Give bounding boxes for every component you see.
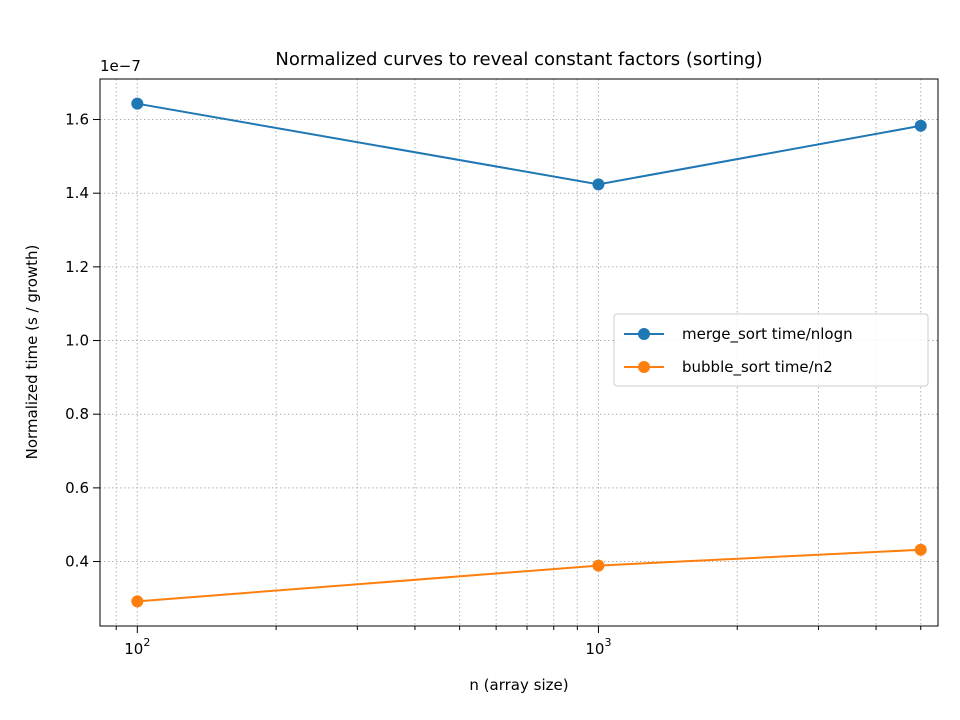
y-offset-label: 1e−7 (100, 57, 141, 75)
x-tick-label-base: 10 (124, 640, 143, 658)
x-tick-label: 102 (124, 636, 150, 658)
y-tick-label: 0.6 (65, 479, 89, 497)
data-point (592, 559, 605, 572)
x-tick-label-exponent: 3 (604, 636, 611, 649)
legend-box (613, 313, 929, 387)
data-point (592, 178, 605, 191)
legend-marker (638, 361, 650, 373)
legend-entry: bubble_sort time/n2 (682, 358, 833, 377)
x-tick-label-exponent: 2 (143, 636, 150, 649)
y-axis-label: Normalized time (s / growth) (23, 245, 41, 460)
data-point (131, 595, 144, 608)
series-layer (131, 97, 927, 608)
y-tick-label: 0.4 (65, 553, 89, 571)
y-tick-label: 1.0 (65, 332, 89, 350)
y-tick-label: 1.4 (65, 184, 89, 202)
y-tick-label: 1.2 (65, 258, 89, 276)
plot-frame (99, 78, 939, 627)
data-point (914, 543, 927, 556)
x-tick-label-base: 10 (585, 640, 604, 658)
legend-entry: merge_sort time/nlogn (682, 325, 853, 344)
data-point (914, 119, 927, 132)
x-tick-label: 103 (585, 636, 611, 658)
y-tick-label: 0.8 (65, 405, 89, 423)
chart-title: Normalized curves to reveal constant fac… (275, 49, 762, 70)
y-tick-label: 1.6 (65, 111, 89, 129)
x-axis-label: n (array size) (469, 676, 568, 694)
legend-marker (638, 328, 650, 340)
legend: merge_sort time/nlogn bubble_sort time/n2 (613, 313, 929, 387)
data-point (131, 97, 144, 110)
